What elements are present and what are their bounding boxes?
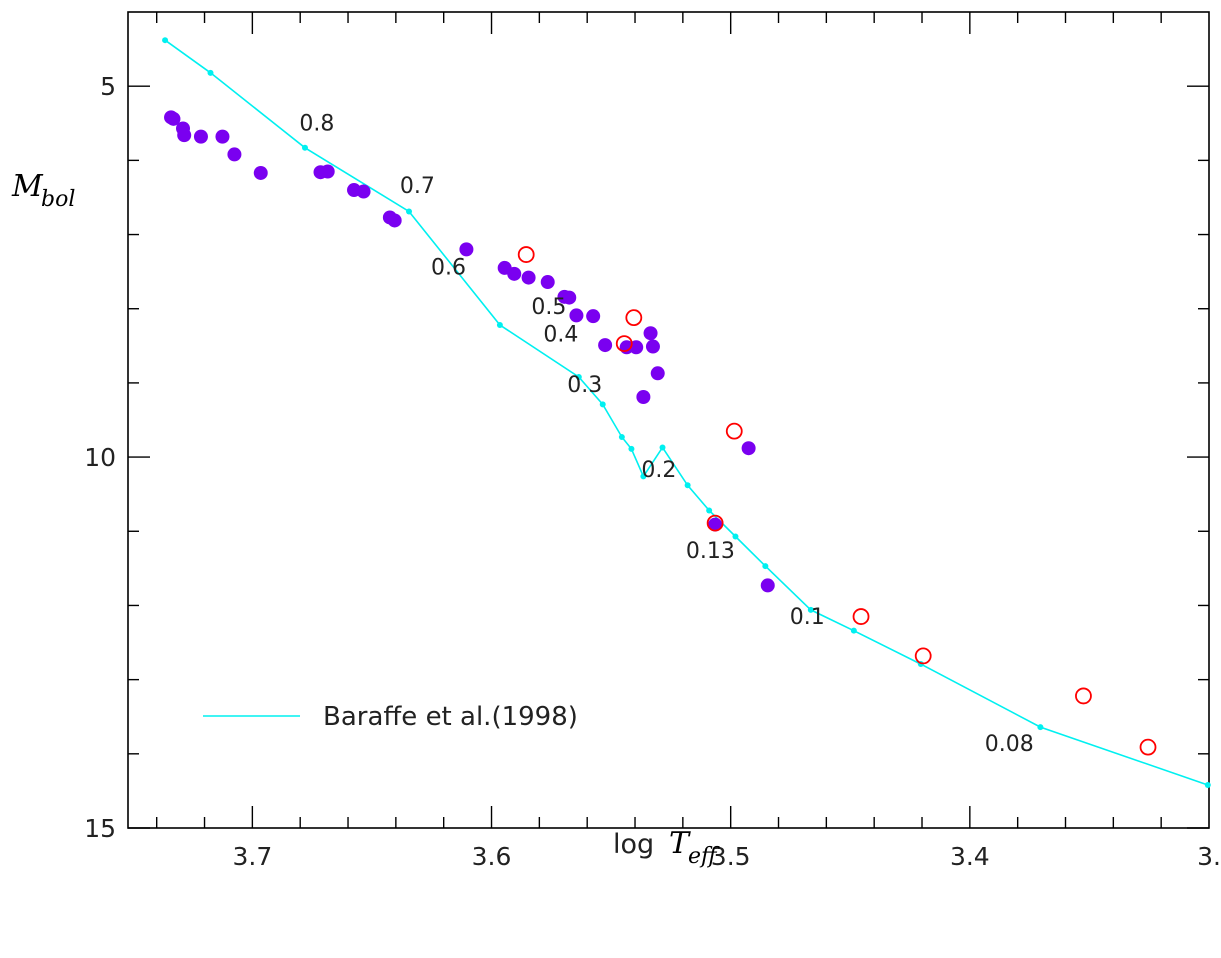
filled-data-point: [320, 164, 335, 179]
filled-data-point: [521, 270, 536, 285]
open-data-point: [914, 647, 932, 665]
mass-label: 0.2: [641, 458, 676, 483]
model-track-point: [762, 563, 769, 570]
filled-data-point: [629, 340, 644, 355]
mass-label: 0.1: [790, 605, 825, 630]
mass-label: 0.5: [531, 295, 566, 320]
mass-label: 0.8: [299, 112, 334, 137]
x-axis-label: log T eff: [613, 826, 720, 869]
y-tick-label: 10: [84, 443, 116, 472]
open-data-point: [1075, 687, 1092, 705]
filled-data-point: [562, 290, 577, 305]
x-tick-label: 3.7: [232, 842, 272, 871]
filled-data-point: [459, 242, 474, 257]
x-tick-label: 3.5: [711, 842, 751, 871]
filled-data-point: [708, 517, 723, 532]
x-tick-label: 3.: [1197, 842, 1221, 871]
filled-data-point: [636, 390, 651, 405]
model-track-point: [1204, 781, 1211, 788]
mass-label: 0.08: [985, 732, 1034, 757]
filled-data-point: [569, 308, 584, 323]
model-line-layer: [162, 37, 1211, 788]
filled-data-point: [540, 275, 555, 290]
model-track-point: [618, 434, 625, 441]
model-track-line: [164, 39, 1209, 786]
filled-data-point: [215, 129, 230, 144]
model-track-point: [207, 69, 214, 76]
x-axis-label-var: T: [669, 826, 691, 861]
filled-data-point: [586, 309, 601, 324]
filled-data-point: [253, 165, 268, 180]
model-track-point: [406, 208, 413, 215]
x-axis-label-sub: eff: [688, 844, 720, 869]
mass-label: 0.4: [543, 322, 578, 347]
mass-labels-layer: 0.8 0.7 0.6 0.50.4 0.3 0.2 0.13 0.1 0.08: [299, 112, 1033, 757]
model-track-point: [807, 606, 814, 613]
filled-data-point: [166, 111, 181, 126]
legend-label: Baraffe et al.(1998): [323, 702, 578, 732]
y-axis-label-sub: bol: [41, 187, 75, 212]
open-data-point: [706, 514, 724, 532]
filled-points-layer: [164, 110, 775, 593]
mass-label: 0.13: [686, 539, 735, 564]
filled-data-point: [650, 366, 665, 381]
open-data-point: [615, 335, 633, 352]
open-data-point: [852, 608, 870, 625]
model-track-point: [1037, 724, 1044, 731]
open-data-point: [725, 422, 743, 440]
mass-label: 0.7: [400, 174, 435, 199]
x-tick-label: 3.4: [950, 842, 990, 871]
mass-label: 0.3: [567, 373, 602, 398]
y-axis-label: M bol: [11, 169, 75, 212]
axis-ticks: [128, 12, 1209, 829]
filled-data-point: [387, 213, 402, 228]
model-track-point: [599, 401, 606, 408]
plot-frame: [127, 11, 1210, 829]
filled-data-point: [356, 184, 371, 199]
model-track-point: [706, 507, 713, 514]
model-track-point: [301, 144, 308, 151]
open-data-point: [1139, 738, 1157, 756]
model-track-point: [850, 627, 857, 634]
model-track-point: [496, 322, 503, 329]
filled-data-point: [227, 147, 242, 162]
filled-data-point: [598, 338, 613, 353]
model-track-point: [162, 37, 169, 44]
filled-data-point: [507, 266, 522, 281]
open-data-point: [517, 246, 535, 263]
filled-data-point: [643, 326, 658, 341]
filled-data-point: [760, 578, 775, 593]
y-axis-label-var: M: [11, 169, 44, 204]
model-track-point: [628, 445, 635, 452]
x-axis-label-prefix: log: [613, 829, 654, 860]
open-points-layer: [517, 246, 1157, 756]
open-data-point: [625, 309, 643, 327]
model-track-point: [732, 533, 739, 540]
mass-label: 0.6: [431, 256, 466, 281]
filled-data-point: [645, 339, 660, 354]
model-track-point: [659, 444, 666, 451]
y-tick-label: 15: [84, 814, 116, 843]
x-tick-label: 3.6: [472, 842, 512, 871]
model-track-point: [640, 473, 647, 480]
legend: Baraffe et al.(1998): [203, 702, 578, 732]
filled-data-point: [177, 128, 192, 143]
model-track-point: [684, 482, 691, 489]
filled-data-point: [193, 129, 208, 144]
filled-data-point: [741, 441, 756, 456]
model-track-point: [575, 373, 582, 380]
y-tick-label: 5: [100, 72, 116, 101]
